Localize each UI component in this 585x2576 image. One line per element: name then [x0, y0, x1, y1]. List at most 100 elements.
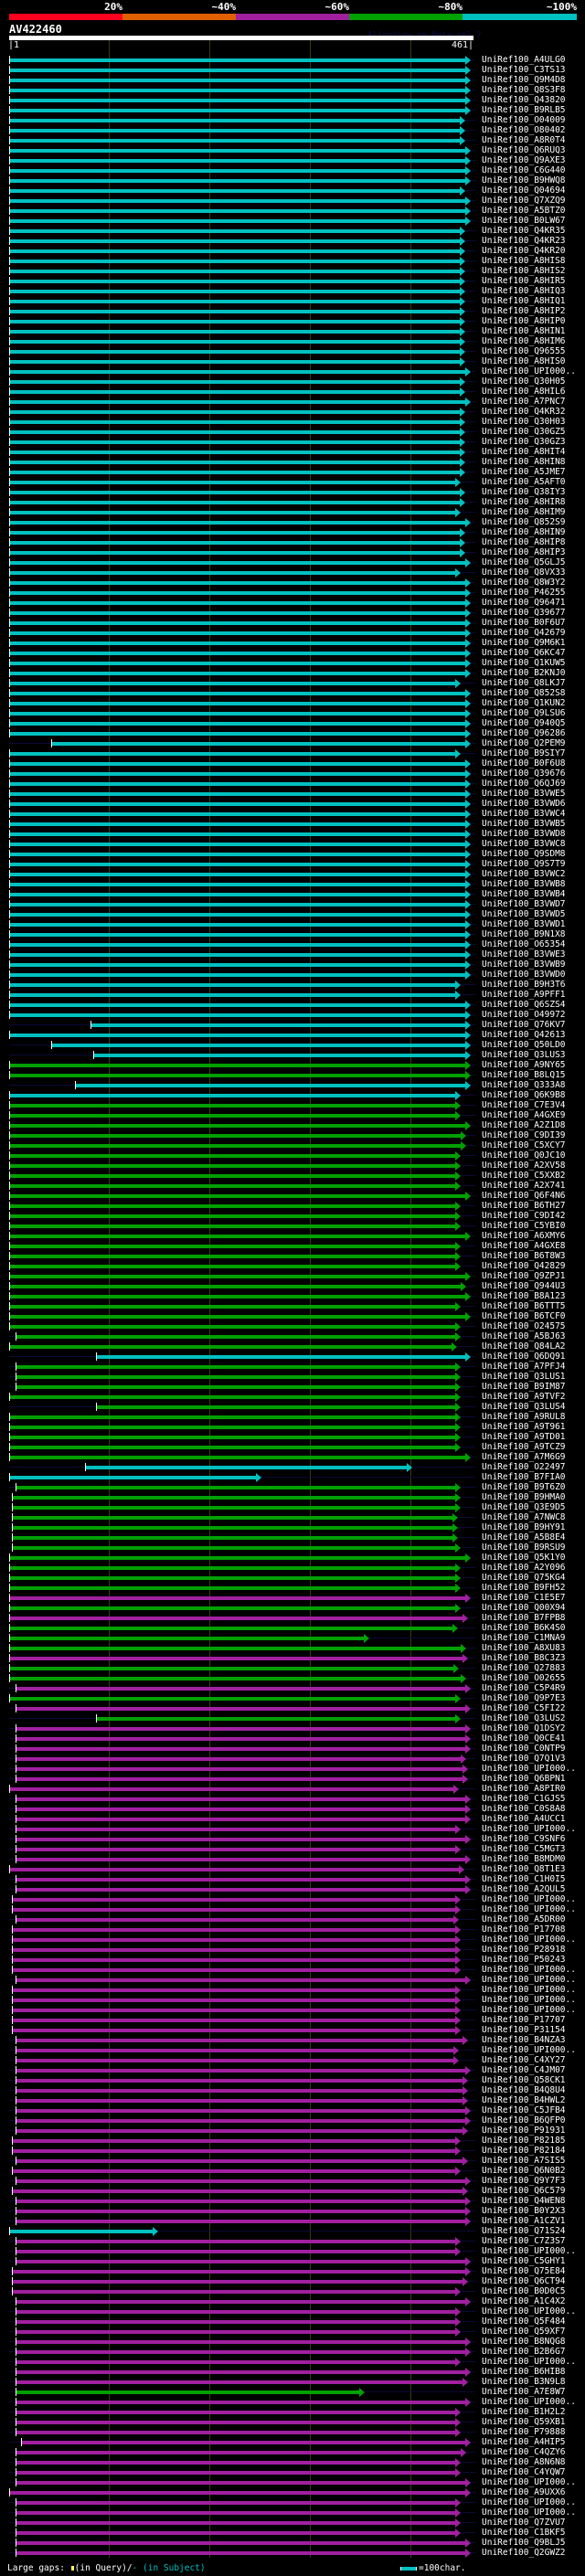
hit-row[interactable]: UniRef100_B3VWD6 — [0, 799, 585, 809]
hit-label[interactable]: UniRef100_A5BJ63 — [482, 1331, 566, 1341]
hit-label[interactable]: UniRef100_C5MGT3 — [482, 1844, 566, 1854]
alignment-bar[interactable] — [12, 1898, 456, 1902]
hit-label[interactable]: UniRef100_Q8LKJ7 — [482, 678, 566, 688]
hit-label[interactable]: UniRef100_UPI000.. — [482, 2507, 576, 2518]
alignment-bar[interactable] — [9, 843, 466, 846]
hit-row[interactable]: UniRef100_Q5GLJ5 — [0, 557, 585, 567]
hit-row[interactable]: UniRef100_Q76KV7 — [0, 1020, 585, 1030]
hit-row[interactable]: UniRef100_A7NWC8 — [0, 1512, 585, 1522]
hit-row[interactable]: UniRef100_UPI000.. — [0, 1904, 585, 1914]
hit-row[interactable]: UniRef100_Q30GZ5 — [0, 427, 585, 437]
hit-label[interactable]: UniRef100_UPI000.. — [482, 366, 576, 376]
hit-row[interactable]: UniRef100_A9TVF2 — [0, 1392, 585, 1402]
alignment-bar[interactable] — [12, 2270, 466, 2274]
hit-row[interactable]: UniRef100_C5YBI0 — [0, 1221, 585, 1231]
hit-label[interactable]: UniRef100_Q940Q5 — [482, 718, 566, 728]
hit-label[interactable]: UniRef100_A8HIQ1 — [482, 296, 566, 306]
alignment-bar[interactable] — [15, 1818, 466, 1821]
hit-row[interactable]: UniRef100_B7FPB8 — [0, 1613, 585, 1623]
hit-row[interactable]: UniRef100_B3VWD1 — [0, 919, 585, 929]
alignment-bar[interactable] — [15, 2320, 456, 2324]
hit-label[interactable]: UniRef100_B4Q8U4 — [482, 2085, 566, 2095]
alignment-bar[interactable] — [9, 179, 466, 183]
hit-label[interactable]: UniRef100_UPI000.. — [482, 2246, 576, 2256]
hit-label[interactable]: UniRef100_P82185 — [482, 2136, 566, 2146]
hit-label[interactable]: UniRef100_B3VWD0 — [482, 970, 566, 980]
alignment-bar[interactable] — [9, 1184, 456, 1188]
alignment-bar[interactable] — [9, 471, 460, 474]
hit-label[interactable]: UniRef100_C0NTP9 — [482, 1744, 566, 1754]
hit-label[interactable]: UniRef100_Q59XB1 — [482, 2417, 566, 2427]
hit-row[interactable]: UniRef100_A4GXE8 — [0, 1241, 585, 1251]
alignment-bar[interactable] — [15, 2129, 463, 2133]
alignment-bar[interactable] — [9, 893, 466, 896]
hit-label[interactable]: UniRef100_A8HIS8 — [482, 256, 566, 266]
hit-row[interactable]: UniRef100_C4JM07 — [0, 2065, 585, 2075]
hit-label[interactable]: UniRef100_B9FH52 — [482, 1583, 566, 1593]
hit-label[interactable]: UniRef100_A8HIR5 — [482, 276, 566, 286]
hit-row[interactable]: UniRef100_Q39677 — [0, 608, 585, 618]
hit-label[interactable]: UniRef100_C1GJS5 — [482, 1794, 566, 1804]
hit-label[interactable]: UniRef100_A6XMY6 — [482, 1231, 566, 1241]
hit-label[interactable]: UniRef100_Q42613 — [482, 1030, 566, 1040]
alignment-bar[interactable] — [15, 2461, 456, 2465]
hit-label[interactable]: UniRef100_B3VWB9 — [482, 959, 566, 970]
hit-row[interactable]: UniRef100_Q75E84 — [0, 2266, 585, 2276]
alignment-bar[interactable] — [15, 2421, 456, 2424]
hit-label[interactable]: UniRef100_Q9M6K1 — [482, 638, 566, 648]
alignment-bar[interactable] — [9, 1204, 456, 1208]
hit-label[interactable]: UniRef100_B9HY91 — [482, 1522, 566, 1532]
hit-label[interactable]: UniRef100_B9N1X8 — [482, 929, 566, 939]
hit-row[interactable]: UniRef100_A2Y096 — [0, 1563, 585, 1573]
hit-row[interactable]: UniRef100_A8HIN1 — [0, 326, 585, 336]
hit-label[interactable]: UniRef100_A9UXX6 — [482, 2487, 566, 2497]
hit-row[interactable]: UniRef100_B9IM87 — [0, 1382, 585, 1392]
hit-label[interactable]: UniRef100_Q71S24 — [482, 2226, 566, 2236]
hit-label[interactable]: UniRef100_P50243 — [482, 1955, 566, 1965]
hit-row[interactable]: UniRef100_B2B6G7 — [0, 2347, 585, 2357]
hit-row[interactable]: UniRef100_B6HIB8 — [0, 2367, 585, 2377]
hit-label[interactable]: UniRef100_Q38IY3 — [482, 487, 566, 497]
hit-row[interactable]: UniRef100_B9N1X8 — [0, 929, 585, 939]
hit-label[interactable]: UniRef100_Q333A8 — [482, 1080, 566, 1090]
hit-row[interactable]: UniRef100_C7E3V4 — [0, 1100, 585, 1110]
hit-row[interactable]: UniRef100_P50243 — [0, 1955, 585, 1965]
alignment-bar[interactable] — [90, 1023, 466, 1027]
hit-label[interactable]: UniRef100_A8PIR0 — [482, 1784, 566, 1794]
hit-row[interactable]: UniRef100_B3VWB9 — [0, 959, 585, 970]
hit-label[interactable]: UniRef100_B3VWC4 — [482, 809, 566, 819]
hit-label[interactable]: UniRef100_A5B8E4 — [482, 1532, 566, 1542]
alignment-bar[interactable] — [15, 2210, 466, 2213]
hit-label[interactable]: UniRef100_A7M6G9 — [482, 1452, 566, 1462]
hit-label[interactable]: UniRef100_Q7XZQ9 — [482, 196, 566, 206]
hit-row[interactable]: UniRef100_O02655 — [0, 1673, 585, 1683]
hit-row[interactable]: UniRef100_A8HIL6 — [0, 387, 585, 397]
alignment-bar[interactable] — [12, 1988, 456, 1992]
alignment-bar[interactable] — [9, 410, 460, 414]
alignment-bar[interactable] — [15, 1747, 466, 1751]
hit-row[interactable]: UniRef100_Q9S7T9 — [0, 859, 585, 869]
hit-label[interactable]: UniRef100_Q39676 — [482, 769, 566, 779]
hit-label[interactable]: UniRef100_B3VWC2 — [482, 869, 566, 879]
hit-row[interactable]: UniRef100_Q333A8 — [0, 1080, 585, 1090]
hit-label[interactable]: UniRef100_C7E3V4 — [482, 1100, 566, 1110]
alignment-bar[interactable] — [12, 2019, 456, 2022]
hit-label[interactable]: UniRef100_B4NZA3 — [482, 2035, 566, 2045]
hit-row[interactable]: UniRef100_Q84LA2 — [0, 1341, 585, 1352]
alignment-bar[interactable] — [15, 2350, 466, 2354]
hit-label[interactable]: UniRef100_Q5GLJ5 — [482, 557, 566, 567]
hit-label[interactable]: UniRef100_O02655 — [482, 1673, 566, 1683]
alignment-bar[interactable] — [15, 2340, 466, 2344]
alignment-bar[interactable] — [9, 360, 460, 364]
alignment-bar[interactable] — [9, 390, 460, 394]
alignment-bar[interactable] — [9, 219, 466, 223]
alignment-bar[interactable] — [15, 1727, 466, 1731]
hit-label[interactable]: UniRef100_P17707 — [482, 2015, 566, 2025]
alignment-bar[interactable] — [9, 1164, 456, 1168]
hit-row[interactable]: UniRef100_Q940Q5 — [0, 718, 585, 728]
hit-row[interactable]: UniRef100_C1GJS5 — [0, 1794, 585, 1804]
hit-label[interactable]: UniRef100_Q6F4N6 — [482, 1191, 566, 1201]
hit-row[interactable]: UniRef100_Q42613 — [0, 1030, 585, 1040]
hit-label[interactable]: UniRef100_A9TCZ9 — [482, 1442, 566, 1452]
hit-label[interactable]: UniRef100_O22497 — [482, 1462, 566, 1472]
